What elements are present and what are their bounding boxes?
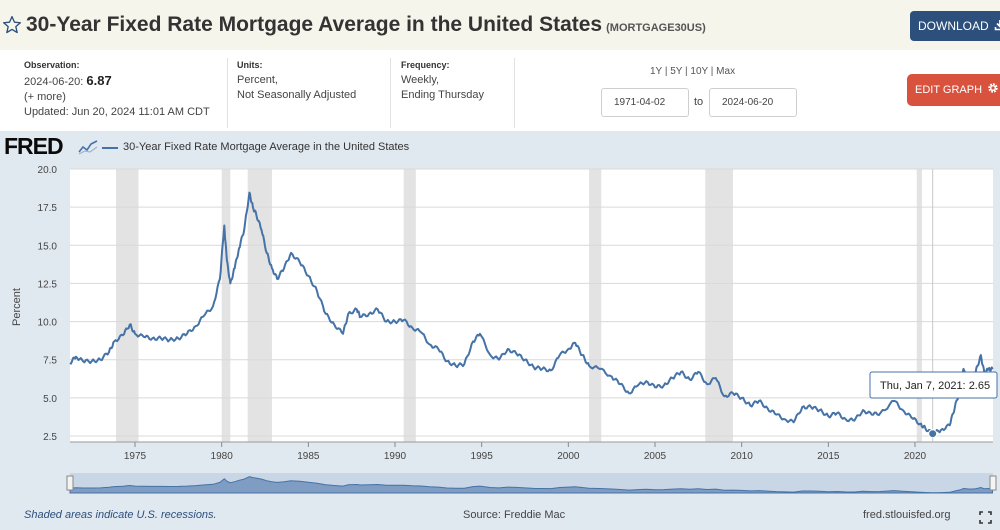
y-axis-label: Percent — [11, 288, 23, 326]
navigator-left-handle[interactable] — [66, 475, 74, 491]
y-tick-label: 10.0 — [38, 318, 58, 329]
download-button[interactable]: DOWNLOAD — [910, 11, 1000, 41]
site-link[interactable]: fred.stlouisfed.org — [863, 509, 951, 521]
recession-band — [115, 169, 139, 442]
units-block: Units: Percent, Not Seasonally Adjusted — [237, 58, 356, 103]
to-label: to — [694, 96, 704, 108]
y-tick-label: 7.5 — [43, 356, 57, 367]
series-title: 30-Year Fixed Rate Mortgage Average in t… — [26, 13, 603, 36]
frequency-label: Frequency: — [401, 60, 450, 70]
y-tick-label: 15.0 — [38, 241, 58, 252]
edit-graph-button[interactable]: EDIT GRAPH — [907, 74, 1000, 106]
updated-text: Updated: Jun 20, 2024 11:01 AM CDT — [24, 106, 210, 118]
x-tick-label: 1985 — [297, 451, 320, 462]
tooltip-date: Thu, Jan 7, 2021: — [880, 380, 966, 392]
tooltip: Thu, Jan 7, 2021: 2.65 — [869, 371, 998, 399]
observation-label: Observation: — [24, 60, 80, 70]
y-tick-label: 20.0 — [38, 165, 58, 176]
frequency-line2: Ending Thursday — [401, 89, 484, 101]
download-label: DOWNLOAD — [918, 19, 989, 33]
legend-swatch — [102, 147, 118, 149]
x-tick-label: 2000 — [557, 451, 580, 462]
divider — [514, 58, 515, 128]
gear-icon — [988, 83, 998, 93]
legend-label: 30-Year Fixed Rate Mortgage Average in t… — [123, 141, 410, 153]
x-tick-label: 1975 — [124, 451, 147, 462]
recession-band — [403, 169, 416, 442]
recession-band — [589, 169, 602, 442]
chart[interactable]: 2.5 5.0 7.5 10.0 12.5 15.0 17.5 20.0 1975 1980 198… — [0, 131, 1000, 509]
edit-graph-label: EDIT GRAPH — [915, 84, 983, 96]
download-icon — [994, 20, 1000, 31]
more-link[interactable]: (+ more) — [24, 91, 66, 103]
fullscreen-icon[interactable] — [979, 511, 992, 524]
frequency-block: Frequency: Weekly, Ending Thursday — [401, 58, 484, 103]
logo-graph-icon — [78, 139, 98, 155]
start-date-input[interactable]: 1971-04-02 — [601, 88, 689, 117]
series-line — [69, 191, 994, 436]
end-date-input[interactable]: 2024-06-20 — [709, 88, 797, 117]
plot-background — [70, 169, 993, 442]
y-tick-label: 17.5 — [38, 203, 58, 214]
y-tick-label: 5.0 — [43, 394, 57, 405]
page-title: 30-Year Fixed Rate Mortgage Average in t… — [26, 13, 706, 37]
range-links[interactable]: 1Y | 5Y | 10Y | Max — [650, 66, 736, 77]
recession-band — [247, 169, 272, 442]
navigator-right-handle[interactable] — [989, 475, 997, 491]
observation-value: 6.87 — [86, 73, 112, 88]
tooltip-text: Thu, Jan 7, 2021: 2.65 — [880, 380, 990, 392]
source-text: Source: Freddie Mac — [463, 509, 566, 521]
recession-band — [916, 169, 922, 442]
x-tick-label: 2020 — [904, 451, 927, 462]
fred-logo: FRED — [4, 133, 64, 159]
tooltip-box — [869, 371, 998, 399]
title-bar: 30-Year Fixed Rate Mortgage Average in t… — [0, 0, 1000, 50]
recession-band — [221, 169, 231, 442]
observation-block: Observation: 2024-06-20: 6.87 (+ more) U… — [24, 58, 210, 120]
y-tick-label: 2.5 — [43, 432, 57, 443]
units-line2: Not Seasonally Adjusted — [237, 89, 357, 101]
y-tick-label: 12.5 — [38, 279, 58, 290]
divider — [390, 58, 391, 128]
x-tick-label: 1990 — [384, 451, 407, 462]
x-tick-label: 2005 — [644, 451, 667, 462]
frequency-line1: Weekly, — [401, 74, 440, 86]
hover-marker — [928, 429, 938, 439]
x-tick-label: 2015 — [817, 451, 840, 462]
line-layer — [69, 191, 994, 436]
grid-layer: 2.5 5.0 7.5 10.0 12.5 15.0 17.5 20.0 1975 1980 198… — [38, 165, 993, 462]
recession-note: Shaded areas indicate U.S. recessions. — [24, 509, 217, 521]
units-label: Units: — [237, 60, 263, 70]
observation-date: 2024-06-20: — [24, 76, 84, 88]
divider — [227, 58, 228, 128]
star-icon[interactable] — [2, 15, 22, 35]
recession-band — [705, 169, 733, 442]
units-line1: Percent, — [237, 74, 278, 86]
navigator-series — [69, 476, 994, 494]
range-navigator[interactable] — [66, 473, 997, 494]
x-tick-label: 2010 — [731, 451, 754, 462]
x-tick-label: 1995 — [471, 451, 494, 462]
tooltip-value: 2.65 — [969, 380, 990, 392]
x-tick-label: 1980 — [211, 451, 234, 462]
series-id: (MORTGAGE30US) — [606, 22, 706, 34]
